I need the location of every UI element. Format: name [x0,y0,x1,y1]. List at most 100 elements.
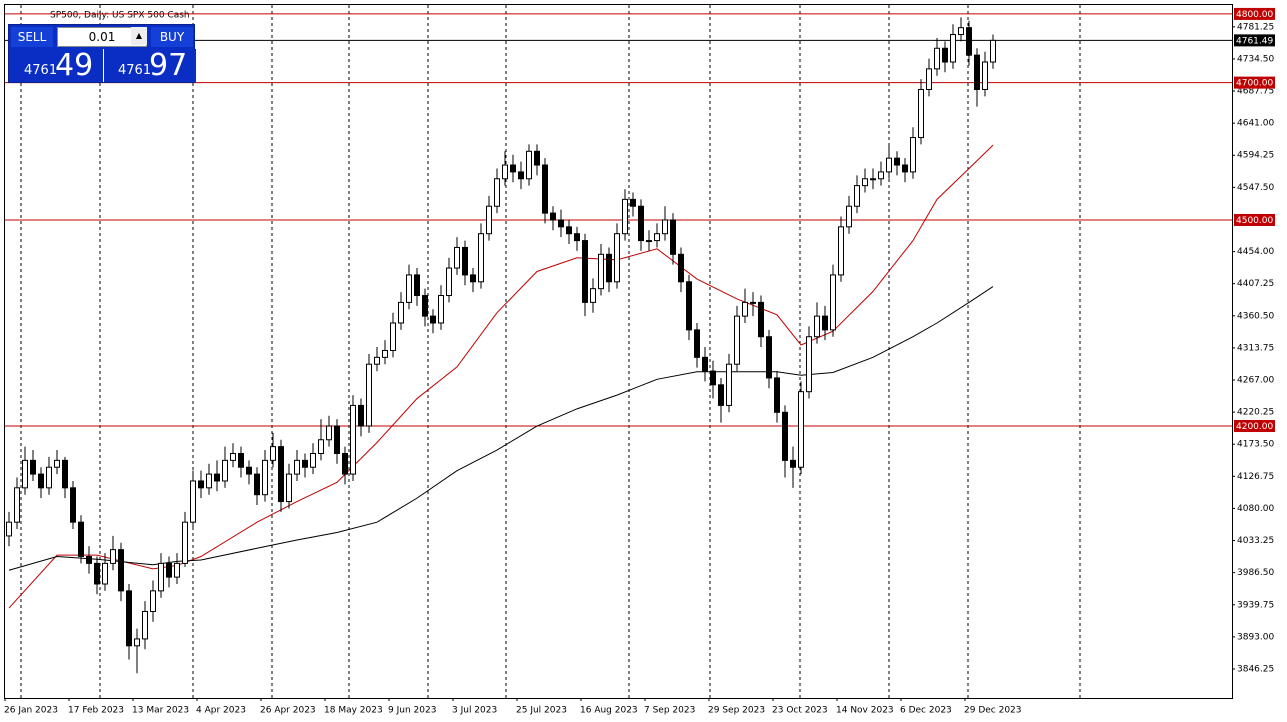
candle-body [774,377,780,413]
candle-body [910,137,916,173]
candle-body [518,171,524,180]
price-level-label: 4500.00 [1236,216,1273,226]
x-tick-label: 4 Apr 2023 [196,706,246,716]
moving-average [8,144,994,609]
candle-body [606,253,612,283]
candle-body [230,452,236,461]
y-tick-label: 4454.00 [1237,247,1274,257]
y-tick-label: 3846.25 [1237,664,1274,674]
bid-small: 4761 [24,63,58,78]
candle-body [446,267,452,297]
x-tick-label: 16 Aug 2023 [580,706,638,716]
candle-body [294,459,300,475]
candle-body [862,178,868,187]
candle-body [670,219,676,255]
candle-body [430,315,436,324]
candle-body [870,178,876,181]
candle-body [246,466,252,475]
price-level-label: 4200.00 [1236,422,1273,432]
lot-up[interactable]: ▲ [131,27,147,45]
y-tick-label: 4313.75 [1237,343,1274,353]
candle-body [54,459,60,468]
candle-body [526,150,532,180]
candle-body [350,404,356,475]
candle-body [6,521,12,537]
candle-body [374,356,380,365]
candle-body [830,274,836,331]
candle-body [326,425,332,441]
candle-body [918,88,924,139]
y-tick-label: 4220.25 [1237,408,1274,418]
x-tick-label: 9 Jun 2023 [388,706,436,716]
x-tick-label: 29 Sep 2023 [708,706,765,716]
candle-body [70,487,76,523]
price-level-box [1234,76,1275,89]
y-tick-label: 4547.50 [1237,183,1274,193]
candle-body [798,391,804,468]
candle-body [254,473,260,496]
candle-body [710,370,716,386]
candle-body [614,233,620,283]
candle-body [494,178,500,207]
candle-body [542,164,548,214]
candle-body [758,301,764,338]
candle-body [46,466,52,489]
candle-body [438,295,444,324]
candle-body [990,39,996,63]
x-tick-label: 25 Jul 2023 [516,706,567,716]
candle-body [686,281,692,331]
candle-body [110,549,116,564]
x-tick-label: 26 Jan 2023 [4,706,58,716]
candle-body [782,411,788,461]
candle-body [382,349,388,358]
x-tick-label: 6 Dec 2023 [900,706,952,716]
candle-body [822,315,828,331]
candle-body [574,233,580,242]
candle-body [406,274,412,303]
y-tick-label: 4641.00 [1237,119,1274,129]
candle-body [590,288,596,303]
x-tick-label: 26 Apr 2023 [260,706,316,716]
candle-body [814,315,820,338]
candle-body [886,157,892,173]
moving-average [8,286,994,571]
candle-body [902,164,908,173]
candle-body [214,473,220,482]
ask-price[interactable]: 4761 97 [103,49,196,82]
candle-body [30,459,36,475]
candle-body [534,150,540,166]
candle-body [550,212,556,221]
candle-body [582,240,588,303]
candle-body [718,384,724,406]
candle-body [182,521,188,564]
candle-body [470,274,476,283]
sell-button[interactable]: SELL [11,27,53,47]
trade-panel: SELL ▼ 0.01 ▲ BUY 4761 49 4761 97 [8,24,196,83]
candle-body [86,556,92,564]
candle-body [502,164,508,180]
price-level-box [1234,213,1275,226]
candle-body [206,473,212,489]
candle-body [158,562,164,592]
candle-body [766,336,772,379]
candle-body [454,246,460,269]
y-tick-label: 4781.25 [1237,22,1274,32]
candle-body [566,226,572,235]
buy-button[interactable]: BUY [151,27,193,47]
candle-body [702,356,708,372]
candle-body [662,219,668,235]
candle-body [678,253,684,283]
candle-body [638,205,644,242]
candle-body [142,610,148,640]
candle-body [598,253,604,290]
candle-body [334,425,340,454]
candle-body [190,480,196,523]
candle-body [838,226,844,276]
y-tick-label: 4360.50 [1237,311,1274,321]
bid-price[interactable]: 4761 49 [10,49,102,82]
y-tick-label: 4173.50 [1237,440,1274,450]
candle-body [78,521,84,558]
candle-body [950,34,956,63]
candle-body [390,322,396,351]
